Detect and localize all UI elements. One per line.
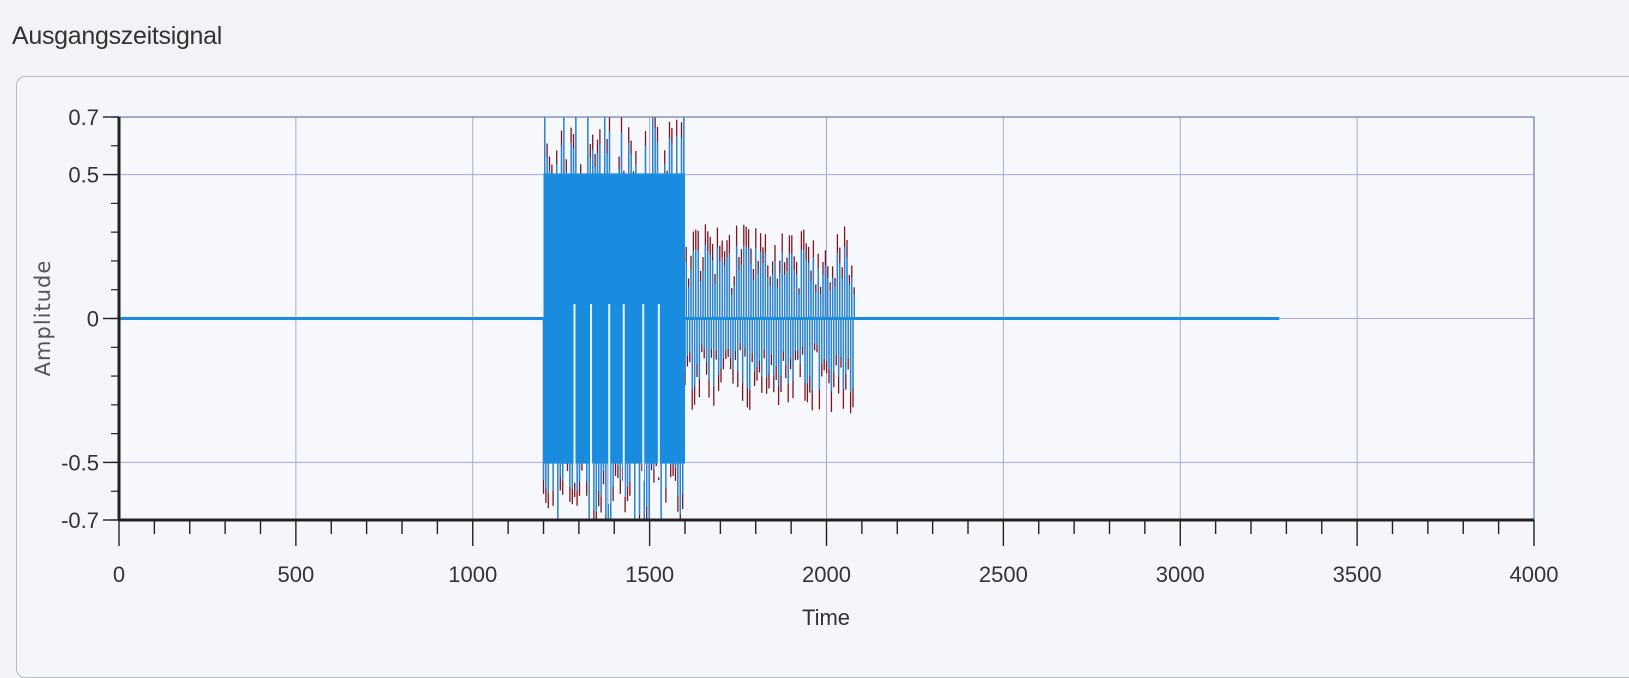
- series-signal: [119, 117, 1280, 520]
- signal-core-0: [543, 173, 685, 464]
- x-axis-label: Time: [802, 605, 850, 630]
- x-tick-label: 1000: [448, 562, 497, 587]
- x-tick-label: 1500: [625, 562, 674, 587]
- y-axis-label: Amplitude: [31, 260, 55, 377]
- signal-segment-1: [684, 244, 855, 393]
- ticks: 0 500 1000 1500 2000 2500 3000 3500 4000 0.7 0.5 0 -…: [61, 105, 1558, 587]
- y-tick-label: 0.7: [68, 105, 99, 130]
- x-tick-label: 500: [278, 562, 315, 587]
- y-tick-label: -0.5: [61, 450, 99, 475]
- y-tick-label: 0.5: [68, 163, 99, 188]
- x-tick-label: 3000: [1156, 562, 1205, 587]
- x-tick-label: 4000: [1510, 562, 1559, 587]
- x-tick-label: 2000: [802, 562, 851, 587]
- chart: 0 500 1000 1500 2000 2500 3000 3500 4000 0.7 0.5 0 -…: [31, 105, 1558, 630]
- x-tick-label: 3500: [1333, 562, 1382, 587]
- panel-title: Ausgangszeitsignal: [12, 22, 223, 50]
- y-tick-label: -0.7: [61, 508, 99, 533]
- y-tick-label: 0: [87, 307, 99, 332]
- x-tick-label: 2500: [979, 562, 1028, 587]
- x-tick-label: 0: [113, 562, 125, 587]
